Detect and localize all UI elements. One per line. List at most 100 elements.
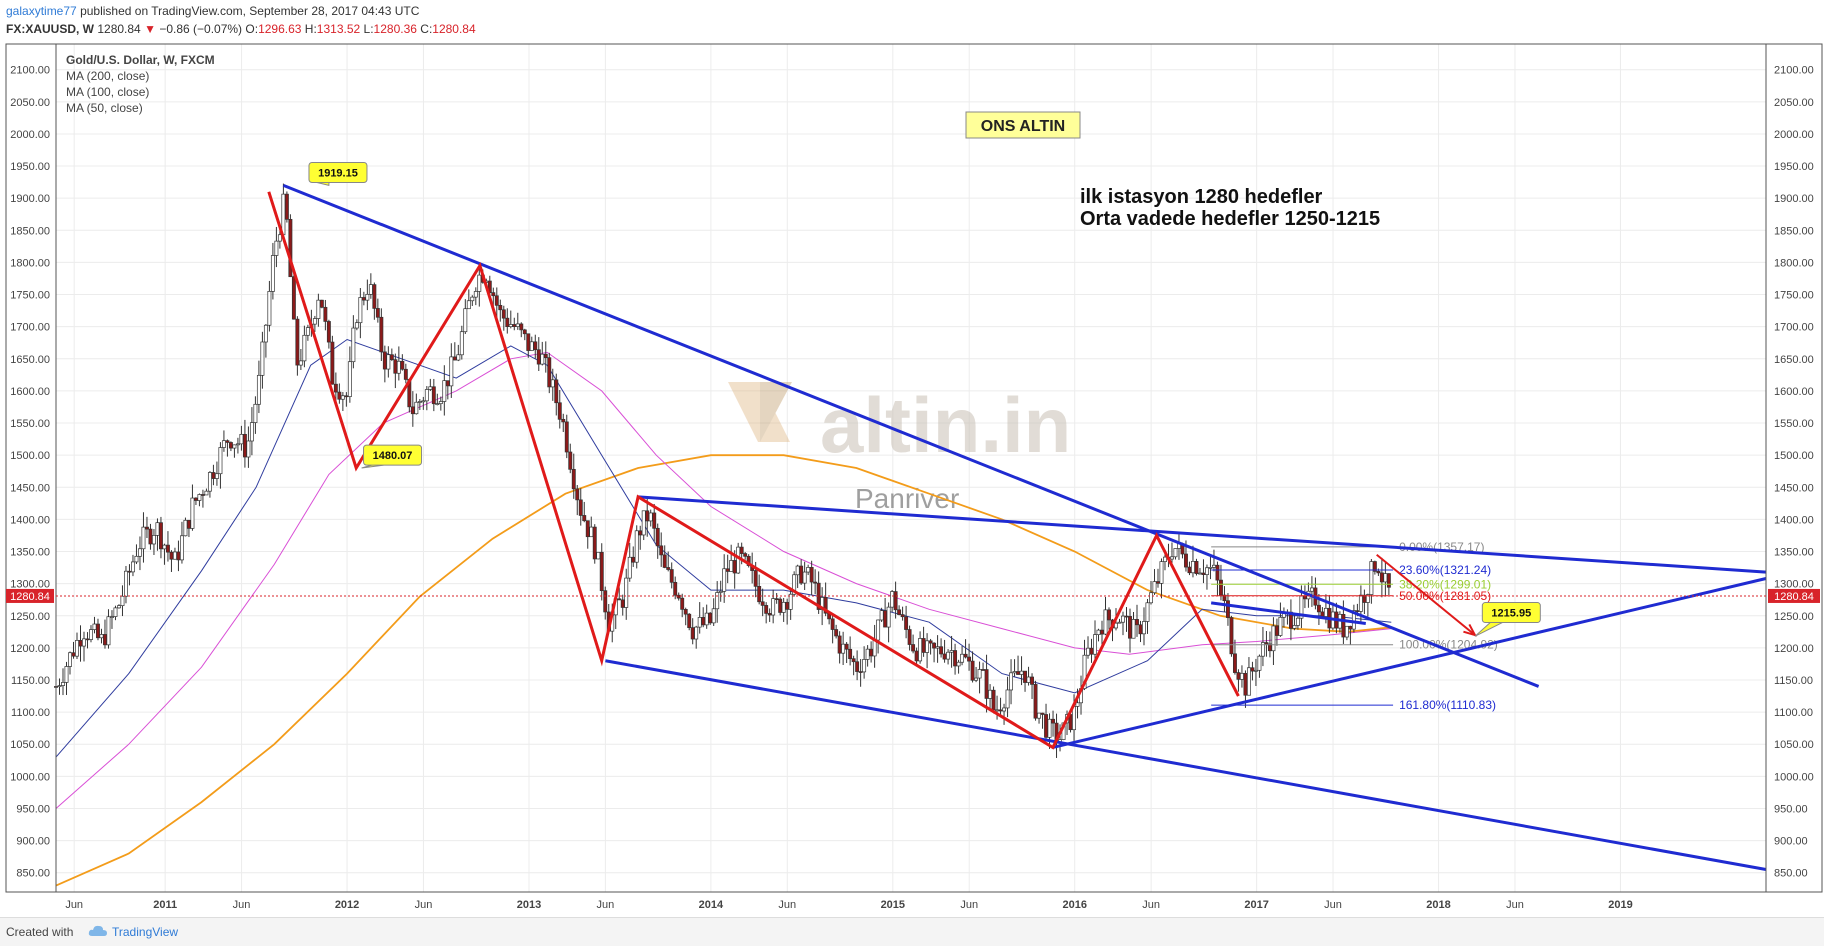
- candle-body: [218, 447, 223, 475]
- candle-body: [1044, 714, 1048, 738]
- candle-body: [131, 561, 135, 573]
- legend-ma50: MA (50, close): [66, 101, 143, 115]
- candle-body: [781, 601, 786, 613]
- candle-body: [904, 616, 909, 630]
- candle-body: [858, 671, 863, 673]
- candle-body: [1379, 572, 1384, 583]
- chart-area[interactable]: altin.in Panriver 0.00%(1357.17) 23.60%(1…: [0, 42, 1824, 917]
- candle-body: [368, 284, 373, 295]
- candle-body: [928, 640, 933, 644]
- y-tick-label-left: 1750.00: [10, 290, 50, 302]
- candle-body: [1226, 600, 1230, 618]
- candle-body: [183, 519, 188, 537]
- ons-altin-text: ONS ALTIN: [981, 118, 1065, 135]
- y-tick-label-left: 1000.00: [10, 771, 50, 783]
- candle-body: [1037, 712, 1041, 719]
- candle-body: [1369, 561, 1374, 595]
- candle-body: [1386, 573, 1391, 588]
- candle-body: [1121, 615, 1125, 623]
- candle-body: [995, 709, 1000, 712]
- y-tick-label-left: 1450.00: [10, 482, 50, 494]
- x-tick-label: Jun: [597, 899, 615, 911]
- candle-body: [351, 327, 356, 363]
- candle-body: [1212, 564, 1216, 568]
- tradingview-link[interactable]: TradingView: [112, 925, 179, 939]
- candle-body: [991, 689, 996, 711]
- candle-body: [1124, 615, 1129, 618]
- candle-body: [1271, 625, 1276, 652]
- candle-body: [1246, 667, 1251, 696]
- candle-body: [974, 677, 979, 681]
- candle-body: [1103, 609, 1108, 635]
- candle-body: [193, 497, 198, 501]
- candle-body: [172, 551, 177, 560]
- ohlc-low: 1280.36: [373, 22, 417, 36]
- y-tick-label-right: 1150.00: [1774, 675, 1813, 687]
- ohlc-open-label: O:: [245, 22, 259, 36]
- candle-body: [711, 608, 716, 624]
- candle-body: [627, 556, 632, 579]
- candle-body: [1005, 689, 1010, 709]
- y-tick-label-right: 1850.00: [1774, 225, 1814, 237]
- candle-body: [64, 666, 69, 683]
- candle-body: [386, 354, 391, 370]
- candle-body: [169, 551, 174, 560]
- candle-body: [106, 616, 111, 646]
- y-tick-label-right: 1950.00: [1774, 161, 1814, 173]
- x-tick-label: 2016: [1062, 899, 1086, 911]
- tradingview-cloud-icon[interactable]: [88, 923, 108, 939]
- y-tick-label-left: 1150.00: [11, 675, 50, 687]
- y-tick-label-left: 1100.00: [11, 707, 50, 719]
- candle-body: [771, 598, 776, 616]
- blue-trendline: [605, 659, 1767, 871]
- x-tick-label: 2015: [881, 899, 905, 911]
- candle-body: [522, 329, 527, 335]
- candle-body: [631, 556, 636, 563]
- candle-body: [774, 598, 779, 601]
- x-tick-label: 2012: [335, 899, 359, 911]
- author-link[interactable]: galaxytime77: [6, 4, 77, 18]
- candle-body: [890, 591, 895, 608]
- candle-body: [379, 316, 384, 353]
- candle-body: [662, 554, 667, 568]
- candle-body: [809, 567, 814, 583]
- candle-body: [1383, 573, 1388, 583]
- watermark-logo-icon: [728, 382, 792, 442]
- candle-body: [1128, 616, 1132, 639]
- price-chart[interactable]: altin.in Panriver 0.00%(1357.17)23.60%(1…: [0, 42, 1824, 917]
- blue-trendline: [1210, 601, 1366, 625]
- candle-body: [414, 401, 419, 415]
- candle-body: [302, 334, 307, 362]
- legend-ma100: MA (100, close): [66, 85, 149, 99]
- candle-body: [624, 577, 629, 608]
- candle-body: [736, 546, 741, 574]
- candle-body: [645, 510, 650, 522]
- candle-body: [865, 648, 870, 660]
- candle-body: [1187, 566, 1192, 574]
- candle-body: [249, 422, 254, 442]
- candle-body: [529, 341, 534, 351]
- y-tick-label-right: 1750.00: [1774, 290, 1814, 302]
- candle-body: [452, 356, 457, 361]
- y-tick-label-right: 1300.00: [1774, 579, 1814, 591]
- y-tick-label-left: 850.00: [16, 868, 50, 880]
- candle-body: [795, 565, 800, 576]
- candle-body: [617, 598, 622, 601]
- candle-body: [764, 605, 769, 614]
- red-arrow-line: [1376, 553, 1476, 636]
- candle-body: [550, 379, 555, 388]
- candle-body: [382, 351, 387, 370]
- candle-body: [316, 299, 321, 319]
- candle-body: [739, 546, 744, 554]
- x-tick-label: Jun: [1324, 899, 1342, 911]
- y-tick-label-left: 1050.00: [10, 739, 50, 751]
- candle-body: [1131, 619, 1136, 639]
- callout-pointer: [1474, 622, 1503, 637]
- x-tick-label: 2013: [517, 899, 541, 911]
- candle-body: [634, 530, 639, 563]
- y-tick-label-right: 1650.00: [1774, 354, 1814, 366]
- y-tick-label-right: 1600.00: [1774, 386, 1814, 398]
- candle-body: [207, 472, 212, 492]
- watermark: altin.in Panriver: [728, 381, 1071, 514]
- candle-body: [533, 341, 538, 351]
